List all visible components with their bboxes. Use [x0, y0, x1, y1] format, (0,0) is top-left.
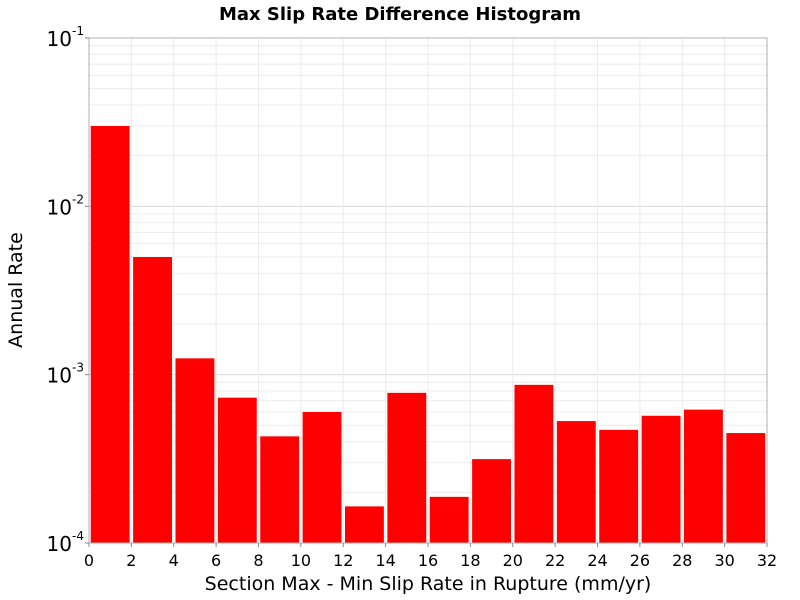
x-tick-label: 30 — [714, 551, 734, 570]
x-axis-ticks: 0 2 4 6 8 10 12 14 16 18 20 22 24 26 28 30 32 — [84, 543, 777, 570]
bar — [387, 392, 427, 543]
bar — [133, 257, 172, 543]
x-tick-label: 10 — [291, 551, 311, 570]
x-tick-label: 4 — [169, 551, 179, 570]
x-tick-label: 32 — [757, 551, 777, 570]
svg-text:-4: -4 — [72, 529, 84, 543]
x-tick-label: 0 — [84, 551, 94, 570]
chart-title: Max Slip Rate Difference Histogram — [219, 4, 581, 25]
svg-text:-3: -3 — [72, 361, 84, 375]
x-tick-label: 14 — [375, 551, 395, 570]
bar — [345, 506, 384, 543]
x-tick-label: 12 — [333, 551, 353, 570]
x-axis-label: Section Max - Min Slip Rate in Rupture (… — [205, 573, 652, 595]
y-axis-ticks: 10-410-310-210-1 — [47, 24, 89, 556]
bar — [514, 384, 554, 543]
bar — [599, 429, 639, 543]
y-tick-label: 10 -1 — [47, 24, 84, 51]
bar — [302, 412, 342, 543]
svg-text:10: 10 — [47, 195, 72, 219]
x-tick-label: 22 — [545, 551, 565, 570]
x-tick-label: 16 — [418, 551, 438, 570]
bar — [726, 433, 766, 543]
x-tick-label: 28 — [672, 551, 692, 570]
bar — [556, 421, 596, 543]
y-axis-label: Annual Rate — [5, 232, 27, 348]
bar — [684, 409, 723, 543]
x-tick-label: 2 — [126, 551, 136, 570]
bar — [641, 415, 681, 543]
svg-text:-1: -1 — [72, 24, 84, 38]
bar — [175, 358, 215, 543]
x-tick-label: 20 — [503, 551, 523, 570]
x-tick-label: 24 — [587, 551, 607, 570]
bar — [429, 496, 469, 543]
y-tick-label: 10 -3 — [47, 361, 84, 388]
bar — [472, 459, 511, 543]
x-tick-label: 8 — [253, 551, 263, 570]
svg-text:-2: -2 — [72, 192, 84, 206]
bar — [260, 436, 300, 543]
y-tick-label: 10 -2 — [47, 192, 84, 219]
x-tick-label: 18 — [460, 551, 480, 570]
bar — [90, 126, 130, 544]
bar — [217, 397, 257, 543]
y-tick-label: 10 -4 — [47, 529, 84, 556]
bars — [90, 126, 766, 544]
svg-text:10: 10 — [47, 532, 72, 556]
svg-text:10: 10 — [47, 364, 72, 388]
x-tick-label: 6 — [211, 551, 221, 570]
x-tick-label: 26 — [630, 551, 650, 570]
svg-text:10: 10 — [47, 27, 72, 51]
